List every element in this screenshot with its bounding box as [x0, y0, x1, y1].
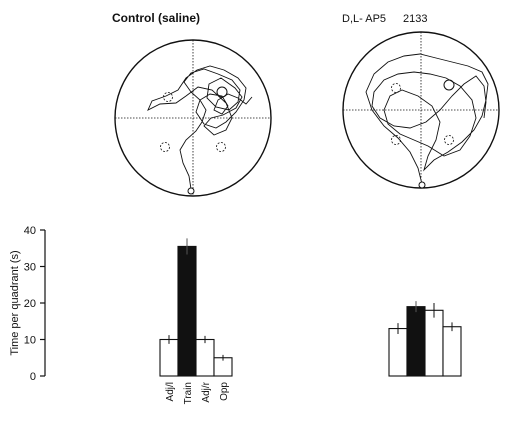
panel-title-ap5: D,L- AP5: [342, 13, 386, 25]
platform-opp: [391, 135, 401, 145]
bar-adjr: [195, 338, 215, 377]
platform-adj-left: [163, 92, 173, 102]
bar-adjr: [424, 309, 444, 377]
y-tick-label: 40: [24, 225, 36, 237]
y-tick-label: 20: [24, 298, 36, 310]
bar-chart-control: [159, 238, 233, 377]
y-ticks: 0 10 20 30 40: [24, 225, 45, 383]
category-label: Opp: [219, 382, 230, 401]
start-point-ap5: [418, 181, 426, 189]
pool-control: [114, 39, 272, 197]
bar-train: [177, 245, 197, 377]
bar-train: [406, 306, 426, 377]
category-labels: Adj/l Train Adj/r Opp: [165, 381, 230, 404]
y-tick-label: 30: [24, 262, 36, 274]
platform-adj-right: [444, 135, 454, 145]
platform-adj-right: [216, 142, 226, 152]
bar-adjl: [159, 338, 179, 377]
y-tick-label: 10: [24, 335, 36, 347]
y-axis-label: Time per quadrant (s): [9, 250, 21, 355]
platform-train: [216, 86, 228, 98]
category-label: Adj/l: [165, 382, 176, 401]
bar-adjl: [388, 327, 408, 377]
platform-adj-left: [391, 83, 401, 93]
start-point-control: [187, 187, 195, 195]
y-axis: 0 10 20 30 40 Time per quadrant (s): [9, 225, 46, 383]
swim-path-ap5: [365, 53, 489, 185]
swim-path-control: [147, 65, 253, 190]
bar-chart-ap5: [388, 301, 462, 377]
subject-id: 2133: [403, 13, 427, 25]
pool-ap5: [342, 31, 500, 189]
category-label: Train: [183, 382, 194, 404]
bar-opp: [442, 326, 462, 377]
category-label: Adj/r: [201, 381, 212, 402]
platform-opp: [160, 142, 170, 152]
y-tick-label: 0: [30, 371, 36, 383]
panel-title-control: Control (saline): [112, 11, 200, 25]
